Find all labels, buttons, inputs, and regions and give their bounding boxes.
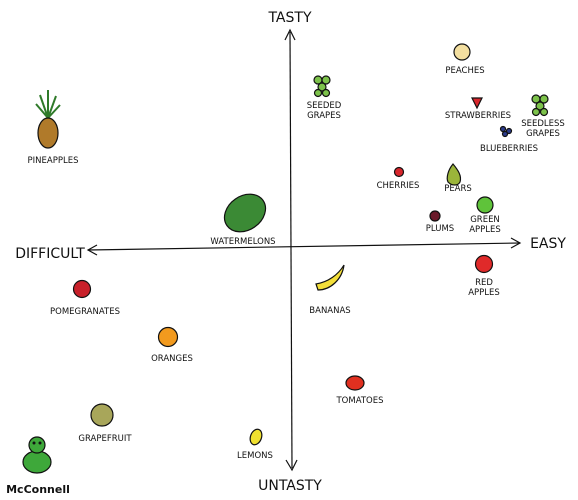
icon	[72, 279, 92, 299]
icon	[313, 75, 331, 98]
label-line: APPLES	[468, 288, 500, 298]
icon	[476, 196, 494, 214]
icon	[429, 210, 441, 222]
label: LEMONS	[237, 451, 273, 461]
label: ORANGES	[151, 354, 193, 364]
label: SEEDLESS GRAPES	[521, 119, 565, 139]
label-line: BANANAS	[309, 306, 350, 316]
axis-label-left: DIFFICULT	[15, 246, 85, 262]
icon	[90, 403, 114, 427]
icon	[471, 97, 483, 110]
label-line: SEEDED	[307, 101, 342, 111]
turtle-shell	[22, 450, 52, 474]
label: PEARS	[444, 184, 472, 194]
label: CHERRIES	[377, 181, 420, 191]
strawberries: STRAWBERRIES	[445, 97, 511, 121]
tomatoes: TOMATOES	[335, 375, 384, 406]
label-line: TOMATOES	[335, 396, 383, 406]
peaches: PEACHES	[445, 43, 485, 76]
label: BANANAS	[309, 306, 350, 316]
label: RED APPLES	[468, 278, 500, 298]
label: PEACHES	[445, 66, 484, 76]
lemons: LEMONS	[237, 428, 273, 461]
label: PLUMS	[426, 224, 454, 234]
icon	[249, 428, 263, 446]
label: BLUEBERRIES	[480, 144, 538, 154]
icon-leaves	[35, 90, 61, 119]
label-line: POMEGRANATES	[50, 307, 120, 317]
horizontal-axis	[87, 242, 521, 251]
plums: PLUMS	[426, 210, 454, 234]
label-line: LEMONS	[237, 451, 273, 461]
seedless-grapes: SEEDLESS GRAPES	[521, 94, 565, 139]
axis-label-right: EASY	[530, 236, 566, 252]
seeded-grapes: SEEDED GRAPES	[307, 75, 342, 121]
vertical-axis	[289, 31, 293, 469]
icon	[531, 94, 549, 117]
icon	[499, 125, 513, 138]
label: PINEAPPLES	[28, 156, 79, 166]
label: GREEN APPLES	[469, 215, 501, 235]
label: GRAPEFRUIT	[78, 434, 132, 444]
label-line: GREEN	[470, 215, 500, 225]
watermelons: WATERMELONS	[210, 193, 276, 247]
icon	[223, 193, 267, 233]
label-line: GRAPES	[307, 111, 341, 121]
pomegranates: POMEGRANATES	[50, 279, 120, 317]
turtle-eye	[32, 441, 36, 445]
bananas: BANANAS	[309, 264, 351, 316]
axis-label-bottom: UNTASTY	[258, 478, 322, 494]
label-line: SEEDLESS	[521, 119, 565, 129]
vertical-arrows	[284, 28, 298, 472]
cherries: CHERRIES	[377, 166, 420, 191]
label-line: PEARS	[444, 184, 472, 194]
label-line: CHERRIES	[377, 181, 420, 191]
turtle-head	[28, 436, 46, 454]
green-apples: GREEN APPLES	[469, 196, 501, 235]
pineapples: PINEAPPLES	[28, 90, 79, 166]
blueberries: BLUEBERRIES	[480, 125, 538, 154]
label-line: PEACHES	[445, 66, 484, 76]
label-line: ORANGES	[151, 354, 193, 364]
signature-text: McConnell	[6, 483, 70, 496]
turtle-eye	[38, 441, 42, 445]
label-line: BLUEBERRIES	[480, 144, 538, 154]
label-line: RED	[475, 278, 493, 288]
label: TOMATOES	[335, 396, 383, 406]
label-line: GRAPEFRUIT	[78, 434, 132, 444]
label: STRAWBERRIES	[445, 111, 511, 121]
pears: PEARS	[444, 163, 472, 194]
icon	[157, 326, 179, 348]
icon	[393, 166, 405, 178]
axes: TASTY UNTASTY DIFFICULT EASY	[15, 10, 566, 494]
icon	[474, 254, 494, 274]
signature: McConnell	[6, 436, 70, 496]
label: SEEDED GRAPES	[307, 101, 342, 121]
label-line: GRAPES	[526, 129, 560, 139]
icon	[315, 264, 345, 291]
icon	[37, 117, 59, 149]
label-line: WATERMELONS	[210, 237, 275, 247]
label-line: PINEAPPLES	[28, 156, 79, 166]
horizontal-arrows	[86, 237, 522, 256]
label: WATERMELONS	[210, 237, 275, 247]
icon	[453, 43, 471, 61]
grapefruit: GRAPEFRUIT	[78, 403, 132, 444]
label-line: STRAWBERRIES	[445, 111, 511, 121]
label-line: PLUMS	[426, 224, 454, 234]
icon	[345, 375, 365, 391]
axis-label-top: TASTY	[267, 10, 311, 26]
icon	[446, 163, 462, 186]
label-line: APPLES	[469, 225, 501, 235]
red-apples: RED APPLES	[468, 254, 500, 298]
oranges: ORANGES	[151, 326, 193, 364]
label: POMEGRANATES	[50, 307, 120, 317]
